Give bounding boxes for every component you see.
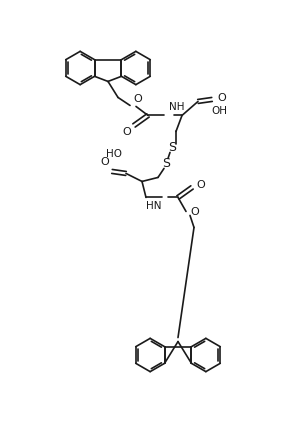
Text: O: O bbox=[133, 94, 142, 104]
Text: NH: NH bbox=[169, 102, 184, 113]
Text: O: O bbox=[190, 207, 199, 217]
Text: O: O bbox=[122, 127, 131, 137]
Text: S: S bbox=[168, 141, 176, 154]
Text: S: S bbox=[162, 157, 170, 170]
Text: HN: HN bbox=[146, 201, 162, 212]
Text: O: O bbox=[217, 93, 226, 104]
Text: O: O bbox=[100, 157, 109, 168]
Text: O: O bbox=[196, 181, 205, 190]
Text: OH: OH bbox=[211, 107, 227, 116]
Text: HO: HO bbox=[106, 149, 122, 159]
